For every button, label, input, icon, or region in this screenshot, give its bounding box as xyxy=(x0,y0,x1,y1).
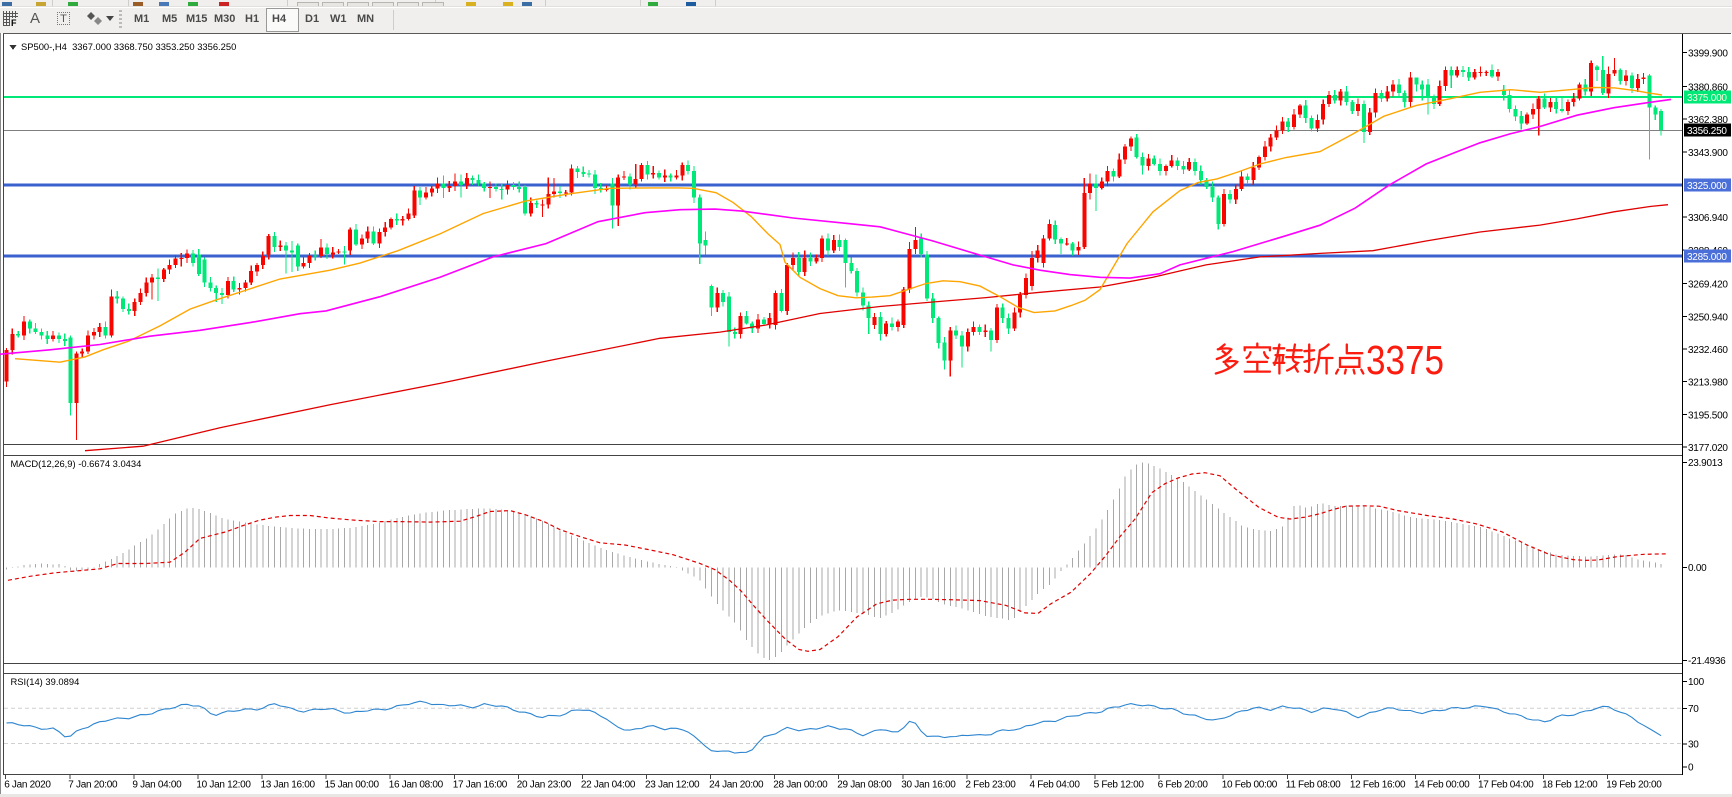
svg-text:0.00: 0.00 xyxy=(1688,563,1707,574)
svg-text:24 Jan 20:00: 24 Jan 20:00 xyxy=(709,780,764,791)
svg-text:3356.250: 3356.250 xyxy=(1687,126,1727,137)
svg-text:23 Jan 12:00: 23 Jan 12:00 xyxy=(645,780,700,791)
svg-text:30 Jan 16:00: 30 Jan 16:00 xyxy=(901,780,956,791)
svg-text:15 Jan 00:00: 15 Jan 00:00 xyxy=(325,780,380,791)
svg-text:11 Feb 08:00: 11 Feb 08:00 xyxy=(1286,780,1341,791)
svg-text:5 Feb 12:00: 5 Feb 12:00 xyxy=(1094,780,1145,791)
svg-text:70: 70 xyxy=(1688,704,1699,715)
svg-text:RSI(14) 39.0894: RSI(14) 39.0894 xyxy=(11,676,80,687)
svg-text:30: 30 xyxy=(1688,740,1699,751)
svg-text:3399.900: 3399.900 xyxy=(1688,49,1728,60)
svg-text:6 Feb 20:00: 6 Feb 20:00 xyxy=(1158,780,1209,791)
svg-text:19 Feb 20:00: 19 Feb 20:00 xyxy=(1606,780,1662,791)
svg-text:9 Jan 04:00: 9 Jan 04:00 xyxy=(132,780,182,791)
svg-text:3380.860: 3380.860 xyxy=(1688,82,1728,93)
svg-text:3343.900: 3343.900 xyxy=(1688,148,1728,159)
svg-text:3213.980: 3213.980 xyxy=(1688,378,1728,389)
svg-text:3232.460: 3232.460 xyxy=(1688,345,1728,356)
svg-text:3375.000: 3375.000 xyxy=(1687,93,1727,104)
svg-text:29 Jan 08:00: 29 Jan 08:00 xyxy=(837,780,892,791)
svg-text:10 Jan 12:00: 10 Jan 12:00 xyxy=(196,780,251,791)
svg-text:28 Jan 00:00: 28 Jan 00:00 xyxy=(773,780,828,791)
svg-text:SP500-,H4 3367.000 3368.750 3: SP500-,H4 3367.000 3368.750 3353.250 335… xyxy=(21,41,236,52)
svg-text:3285.000: 3285.000 xyxy=(1687,252,1727,263)
svg-text:3177.020: 3177.020 xyxy=(1688,443,1728,454)
svg-text:17 Feb 04:00: 17 Feb 04:00 xyxy=(1478,780,1534,791)
svg-text:4 Feb 04:00: 4 Feb 04:00 xyxy=(1030,780,1081,791)
svg-text:MACD(12,26,9) -0.6674 3.0434: MACD(12,26,9) -0.6674 3.0434 xyxy=(11,458,142,469)
svg-text:6 Jan 2020: 6 Jan 2020 xyxy=(4,780,51,791)
svg-text:3195.500: 3195.500 xyxy=(1688,410,1728,421)
svg-text:7 Jan 20:00: 7 Jan 20:00 xyxy=(68,780,118,791)
svg-text:17 Jan 16:00: 17 Jan 16:00 xyxy=(453,780,508,791)
svg-text:3362.380: 3362.380 xyxy=(1688,115,1728,126)
svg-text:10 Feb 00:00: 10 Feb 00:00 xyxy=(1222,780,1278,791)
svg-text:18 Feb 12:00: 18 Feb 12:00 xyxy=(1542,780,1598,791)
svg-text:12 Feb 16:00: 12 Feb 16:00 xyxy=(1350,780,1406,791)
svg-text:14 Feb 00:00: 14 Feb 00:00 xyxy=(1414,780,1470,791)
svg-text:3375: 3375 xyxy=(1366,337,1444,383)
svg-text:3269.420: 3269.420 xyxy=(1688,280,1728,291)
svg-text:-21.4936: -21.4936 xyxy=(1688,656,1726,667)
svg-text:2 Feb 23:00: 2 Feb 23:00 xyxy=(965,780,1016,791)
svg-text:16 Jan 08:00: 16 Jan 08:00 xyxy=(389,780,444,791)
svg-text:100: 100 xyxy=(1688,677,1705,688)
svg-text:3306.940: 3306.940 xyxy=(1688,213,1728,224)
svg-text:20 Jan 23:00: 20 Jan 23:00 xyxy=(517,780,572,791)
svg-text:3325.000: 3325.000 xyxy=(1687,181,1727,192)
svg-text:13 Jan 16:00: 13 Jan 16:00 xyxy=(261,780,316,791)
svg-text:22 Jan 04:00: 22 Jan 04:00 xyxy=(581,780,636,791)
svg-text:3250.940: 3250.940 xyxy=(1688,312,1728,323)
svg-text:23.9013: 23.9013 xyxy=(1688,458,1723,469)
svg-text:0: 0 xyxy=(1688,763,1694,774)
